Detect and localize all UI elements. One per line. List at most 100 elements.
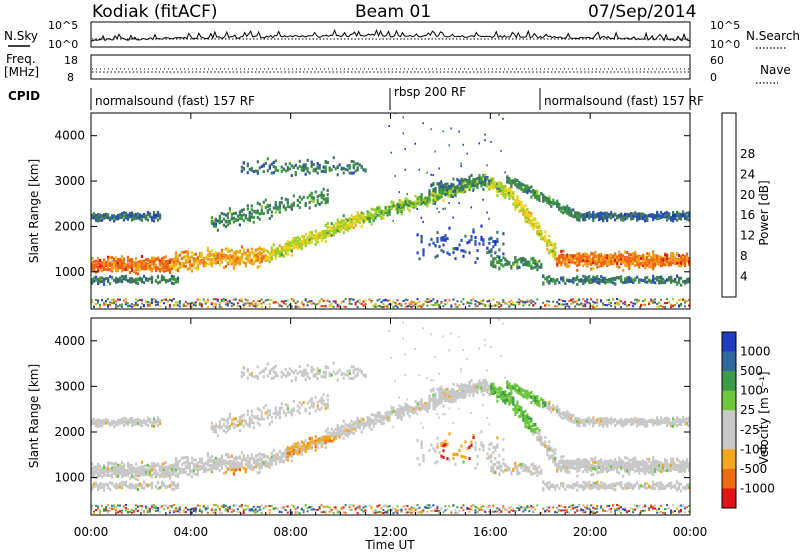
power-cell [508, 261, 511, 265]
power-cell [606, 211, 609, 215]
power-cell [546, 279, 549, 283]
power-cell [140, 218, 144, 222]
power-cell [288, 167, 291, 171]
power-cell [424, 196, 427, 200]
power-cell [684, 256, 687, 260]
power-noise [394, 175, 396, 177]
power-cell [107, 258, 110, 262]
power-cell [140, 277, 144, 281]
power-cell [672, 261, 675, 265]
power-noise [488, 298, 491, 301]
power-noise [684, 305, 686, 308]
power-cell [348, 164, 351, 167]
power-noise [632, 305, 635, 308]
power-cell [332, 226, 335, 230]
power-noise [348, 298, 351, 301]
power-cell [464, 234, 467, 238]
power-cell [146, 258, 150, 262]
power-noise [458, 304, 461, 307]
power-cell [666, 260, 669, 264]
power-cell [454, 189, 457, 193]
power-noise [107, 305, 109, 308]
power-cell [117, 263, 120, 267]
power-cell [154, 279, 158, 283]
velocity-cell [115, 423, 118, 427]
power-cell [294, 239, 297, 243]
power-cell [288, 205, 291, 209]
power-cell [524, 209, 527, 213]
power-cell [668, 216, 671, 220]
power-cell [316, 171, 319, 175]
power-cell [286, 252, 289, 256]
velocity-cell [95, 419, 98, 423]
power-cell [340, 220, 343, 223]
nsearch-tick-bottom: 10^0 [710, 38, 740, 51]
power-noise [482, 299, 485, 302]
power-cell [604, 259, 607, 263]
power-cell [454, 247, 457, 251]
power-cell [128, 271, 132, 274]
power-cell [644, 278, 647, 282]
power-noise [296, 300, 299, 303]
power-cell [322, 234, 325, 238]
power-cell [122, 275, 126, 279]
power-cell [518, 265, 521, 269]
power-cell [97, 282, 100, 286]
power-cell [322, 230, 325, 234]
power-noise [448, 144, 450, 147]
power-noise [488, 304, 491, 307]
power-cell [528, 261, 531, 265]
power-noise [522, 301, 525, 304]
power-cell [400, 212, 403, 216]
power-cell [278, 244, 281, 248]
power-cell [358, 220, 361, 224]
power-cell [620, 262, 623, 265]
power-cell [304, 163, 307, 167]
power-cell [666, 253, 669, 257]
power-cell [510, 184, 513, 188]
power-cell [626, 261, 629, 265]
power-cell [672, 211, 675, 214]
power-cell [99, 262, 102, 266]
power-cell [650, 214, 653, 218]
power-cell [666, 215, 669, 219]
power-cell [234, 256, 237, 260]
power-noise [526, 300, 529, 303]
power-cell [113, 215, 116, 219]
power-cell [648, 213, 651, 217]
power-noise [434, 303, 437, 306]
power-noise [222, 300, 225, 303]
power-cell [616, 255, 619, 259]
power-noise [248, 304, 251, 307]
power-cell [620, 253, 623, 257]
velocity-cell [107, 467, 110, 471]
power-cell [436, 195, 439, 199]
power-cell [622, 281, 625, 285]
power-cell [128, 215, 132, 219]
power-cell [586, 259, 589, 263]
power-cell [492, 265, 495, 268]
power-cell [198, 251, 201, 255]
power-noise [336, 305, 339, 308]
power-noise [436, 303, 439, 306]
power-noise [498, 188, 500, 190]
velocity-cell [115, 469, 118, 473]
power-cell [240, 165, 243, 169]
power-cell [314, 229, 317, 233]
power-cell [282, 167, 285, 171]
power-cell [124, 215, 128, 219]
power-cell [274, 256, 277, 260]
power-cell [230, 257, 233, 261]
power-cell [334, 167, 337, 171]
power-cell [628, 253, 631, 256]
power-cell [644, 258, 647, 262]
power-cell [594, 261, 597, 265]
power-cell [300, 165, 303, 169]
power-cell [260, 252, 263, 255]
power-cell [140, 214, 144, 218]
power-cell [506, 189, 509, 193]
power-cell [326, 225, 329, 229]
power-cell [350, 220, 353, 224]
power-cell [560, 255, 563, 259]
